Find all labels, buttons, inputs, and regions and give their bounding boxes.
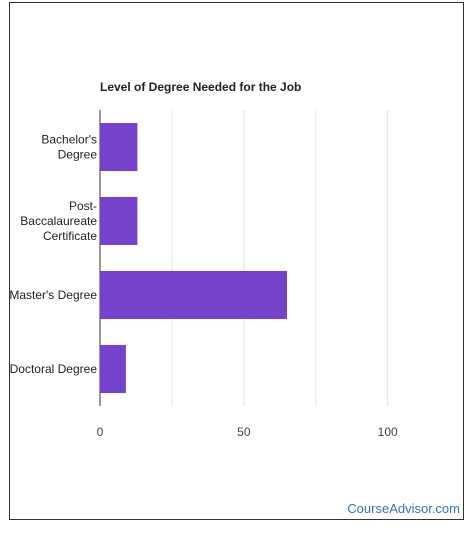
category-label: Doctoral Degree <box>10 362 98 376</box>
chart-title: Level of Degree Needed for the Job <box>100 80 301 94</box>
category-label: Master's Degree <box>9 288 97 302</box>
category-label: Post-Baccalaureate Certificate <box>20 199 97 243</box>
courseadvisor-link[interactable]: CourseAdvisor.com <box>347 501 460 516</box>
category-label: Bachelor's Degree <box>41 133 97 162</box>
bar <box>100 122 138 172</box>
bar <box>100 196 138 246</box>
bar <box>100 270 287 320</box>
x-tick-label: 100 <box>378 425 398 439</box>
bar <box>100 344 126 394</box>
x-tick-label: 0 <box>97 425 104 439</box>
x-tick-label: 50 <box>237 425 251 439</box>
